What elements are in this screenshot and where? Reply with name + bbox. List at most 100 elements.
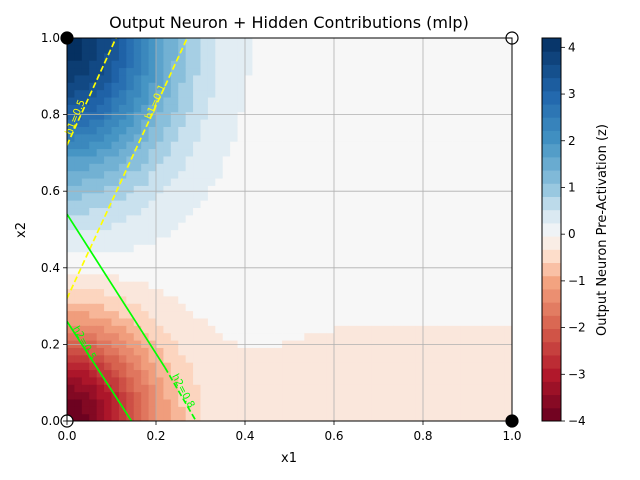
- heatmap-cell: [237, 104, 246, 113]
- heatmap-cell: [319, 376, 328, 385]
- heatmap-cell: [163, 148, 172, 157]
- heatmap-cell: [200, 96, 209, 105]
- heatmap-cell: [467, 325, 476, 334]
- heatmap-cell: [126, 266, 135, 275]
- heatmap-cell: [474, 222, 483, 231]
- heatmap-cell: [334, 391, 343, 400]
- heatmap-cell: [467, 332, 476, 341]
- heatmap-cell: [89, 67, 98, 76]
- heatmap-cell: [178, 288, 187, 297]
- heatmap-cell: [482, 96, 491, 105]
- heatmap-cell: [89, 406, 98, 415]
- heatmap-cell: [326, 163, 335, 172]
- heatmap-cell: [185, 45, 194, 54]
- heatmap-cell: [356, 163, 365, 172]
- heatmap-cell: [319, 258, 328, 267]
- heatmap-cell: [378, 258, 387, 267]
- heatmap-cell: [252, 369, 261, 378]
- heatmap-cell: [252, 332, 261, 341]
- heatmap-cell: [341, 104, 350, 113]
- heatmap-cell: [222, 281, 231, 290]
- heatmap-cell: [274, 192, 283, 201]
- heatmap-cell: [467, 111, 476, 120]
- heatmap-cell: [267, 170, 276, 179]
- heatmap-cell: [126, 185, 135, 194]
- heatmap-cell: [178, 126, 187, 135]
- heatmap-cell: [96, 310, 105, 319]
- heatmap-cell: [430, 347, 439, 356]
- heatmap-cell: [356, 266, 365, 275]
- heatmap-cell: [489, 369, 498, 378]
- heatmap-cell: [274, 347, 283, 356]
- heatmap-cell: [415, 391, 424, 400]
- heatmap-cell: [423, 251, 432, 260]
- heatmap-cell: [408, 52, 417, 61]
- colorbar-band: [542, 209, 561, 224]
- heatmap-cell: [334, 67, 343, 76]
- heatmap-cell: [111, 288, 120, 297]
- heatmap-cell: [326, 376, 335, 385]
- heatmap-cell: [230, 295, 239, 304]
- heatmap-cell: [326, 258, 335, 267]
- heatmap-cell: [489, 148, 498, 157]
- heatmap-cell: [371, 229, 380, 238]
- heatmap-cell: [311, 236, 320, 245]
- heatmap-cell: [282, 266, 291, 275]
- heatmap-cell: [385, 384, 394, 393]
- heatmap-cell: [393, 119, 402, 127]
- heatmap-cell: [393, 281, 402, 290]
- heatmap-cell: [400, 104, 409, 113]
- heatmap-cell: [96, 170, 105, 179]
- heatmap-cell: [296, 148, 305, 157]
- heatmap-cell: [274, 310, 283, 319]
- heatmap-cell: [259, 104, 268, 113]
- heatmap-cell: [423, 74, 432, 83]
- heatmap-cell: [341, 317, 350, 326]
- heatmap-cell: [81, 82, 90, 91]
- heatmap-cell: [185, 413, 194, 421]
- heatmap-cell: [104, 214, 113, 223]
- heatmap-cell: [118, 126, 127, 135]
- heatmap-cell: [371, 163, 380, 172]
- heatmap-cell: [193, 38, 202, 46]
- heatmap-cell: [289, 339, 298, 348]
- heatmap-cell: [326, 200, 335, 209]
- heatmap-cell: [193, 391, 202, 400]
- heatmap-cell: [267, 126, 276, 135]
- heatmap-cell: [104, 38, 113, 46]
- heatmap-cell: [252, 67, 261, 76]
- heatmap-cell: [504, 317, 512, 326]
- heatmap-cell: [96, 266, 105, 275]
- heatmap-cell: [245, 362, 254, 371]
- heatmap-cell: [178, 258, 187, 267]
- heatmap-cell: [385, 369, 394, 378]
- heatmap-cell: [193, 74, 202, 83]
- heatmap-cell: [156, 38, 165, 46]
- heatmap-cell: [245, 155, 254, 164]
- x-axis-label: x1: [281, 451, 297, 466]
- heatmap-cell: [156, 141, 165, 150]
- heatmap-cell: [178, 155, 187, 164]
- heatmap-cell: [245, 339, 254, 348]
- heatmap-cell: [111, 354, 120, 363]
- heatmap-cell: [296, 288, 305, 297]
- heatmap-cell: [363, 244, 372, 253]
- heatmap-cell: [378, 244, 387, 253]
- heatmap-cell: [96, 155, 105, 164]
- heatmap-cell: [296, 104, 305, 113]
- heatmap-cell: [118, 60, 127, 69]
- heatmap-cell: [371, 384, 380, 393]
- colorbar-frame: [541, 37, 562, 422]
- heatmap-cell: [311, 163, 320, 172]
- heatmap-cell: [274, 295, 283, 304]
- heatmap-cell: [393, 177, 402, 186]
- heatmap-cell: [430, 362, 439, 371]
- heatmap-cell: [222, 369, 231, 378]
- colorbar-tick-label: 2: [568, 134, 576, 148]
- heatmap-cell: [296, 74, 305, 83]
- heatmap-cell: [430, 45, 439, 54]
- heatmap-cell: [230, 82, 239, 91]
- heatmap-cell: [430, 310, 439, 319]
- heatmap-cell: [67, 266, 76, 275]
- heatmap-cell: [311, 60, 320, 69]
